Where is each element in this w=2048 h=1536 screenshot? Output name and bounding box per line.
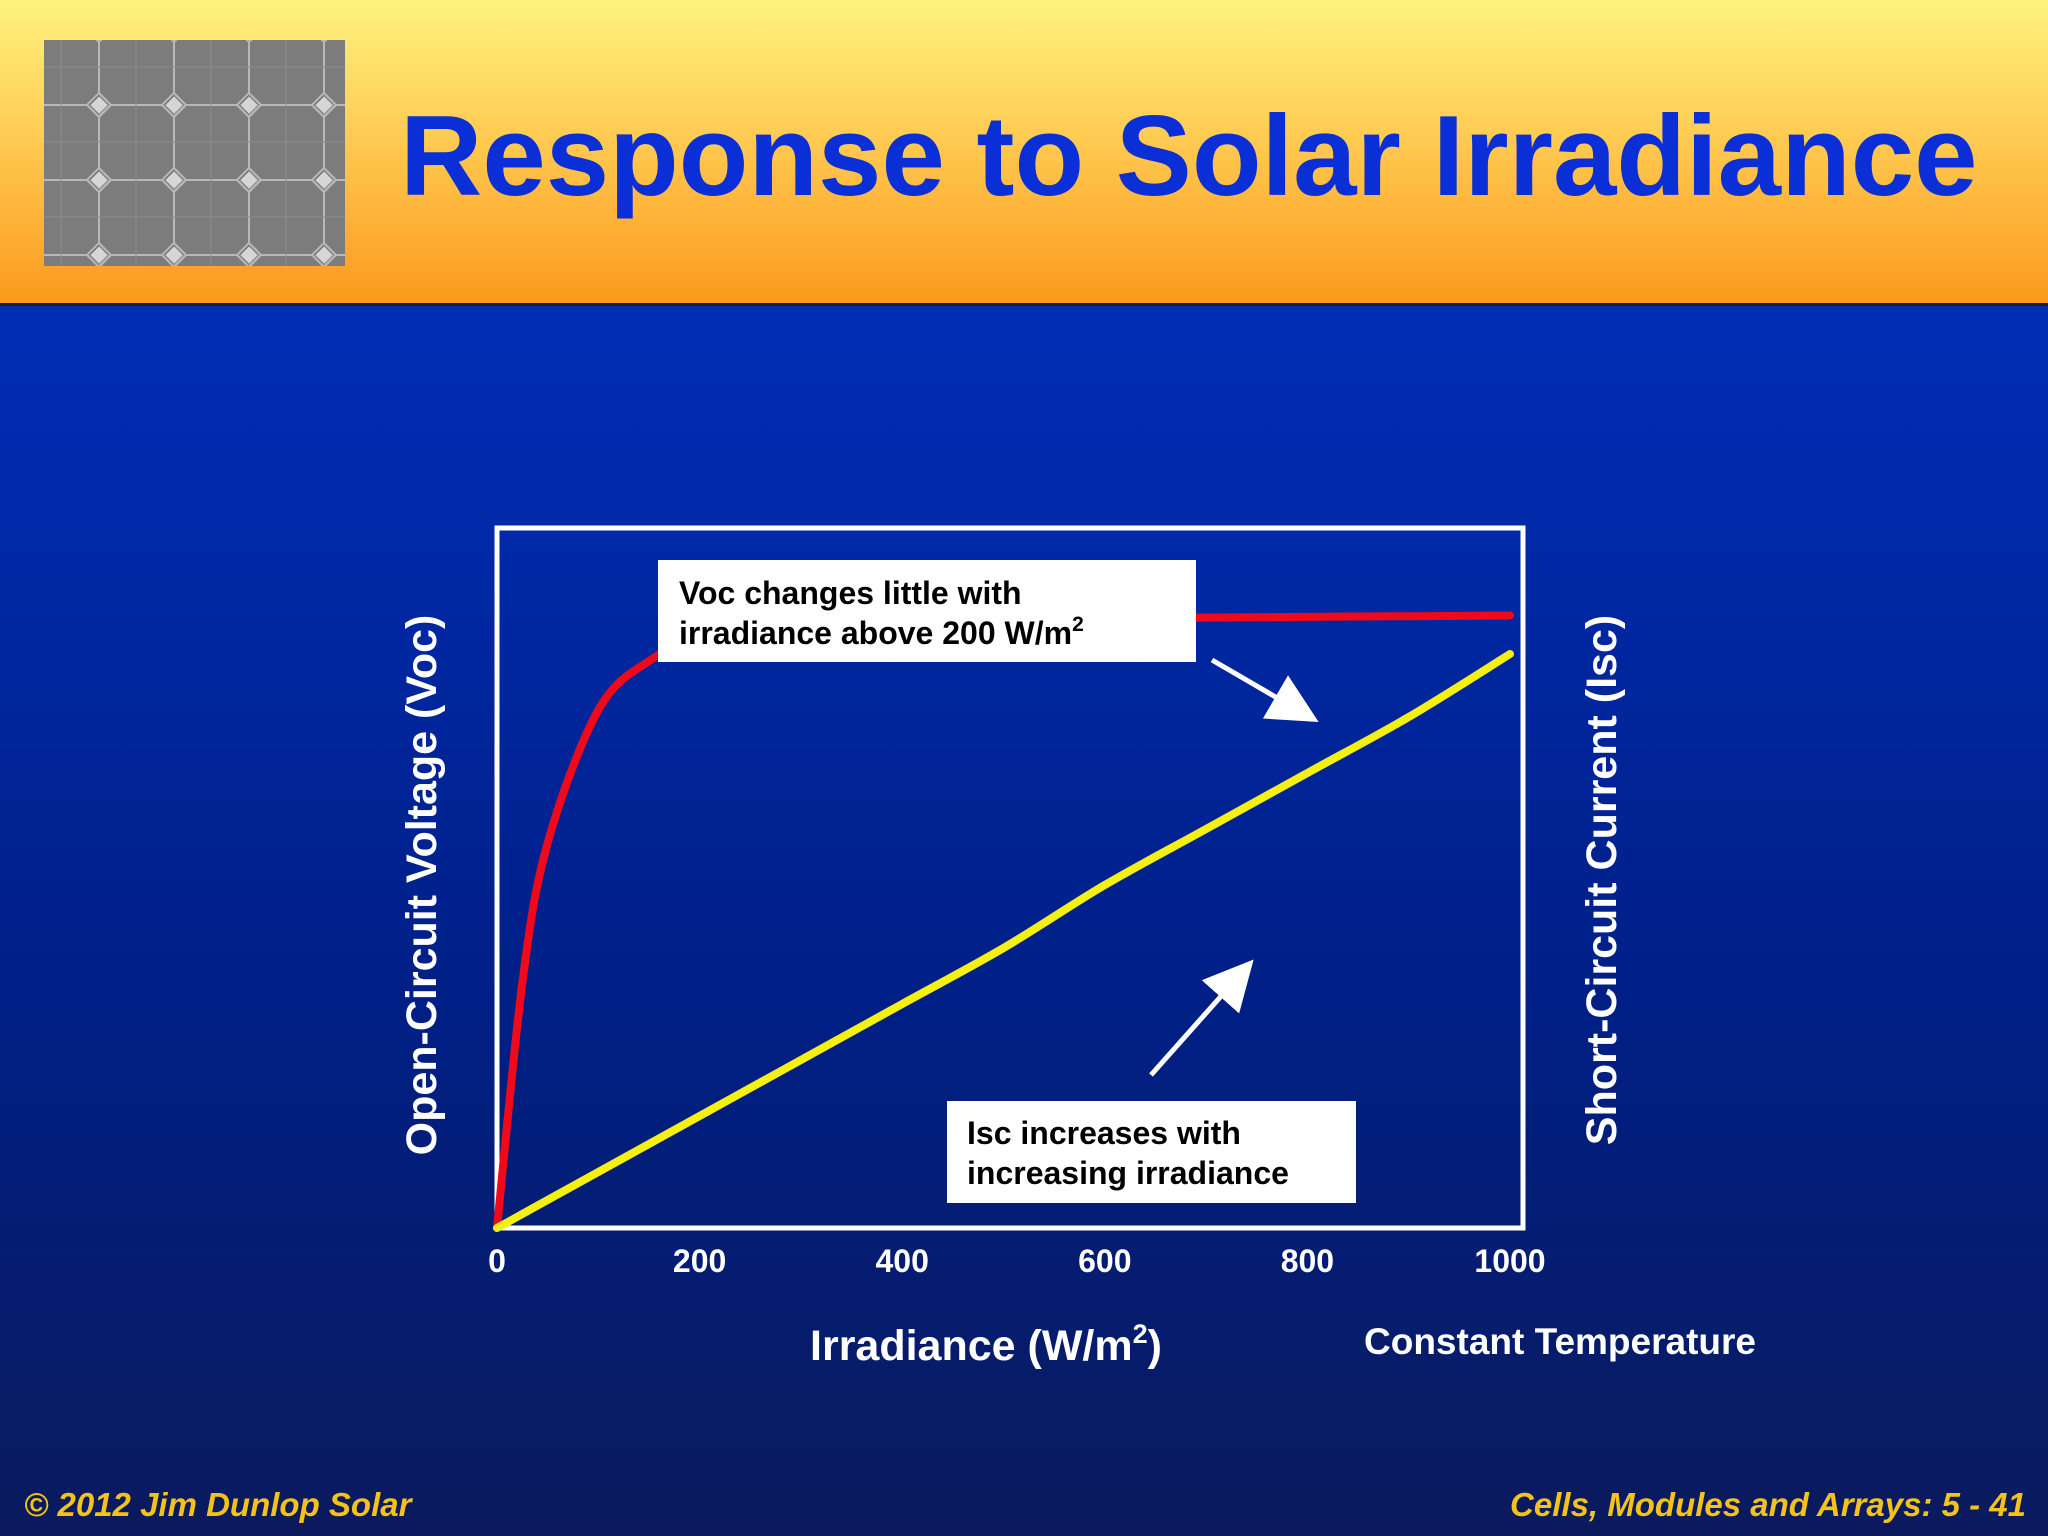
voc-arrow: [1210, 657, 1319, 723]
slide-title: Response to Solar Irradiance: [400, 93, 1978, 220]
voc-callout-box: [658, 560, 1196, 662]
slide-header: Response to Solar Irradiance: [0, 0, 2048, 306]
x-tick-label-400: 400: [876, 1243, 929, 1279]
x-axis-label: Irradiance (W/m2): [810, 1319, 1162, 1370]
isc-callout-box: [947, 1101, 1356, 1203]
x-tick-label-600: 600: [1078, 1243, 1131, 1279]
x-tick-label-1000: 1000: [1474, 1243, 1545, 1279]
y-axis-right-label: Short-Circuit Current (Isc): [1578, 615, 1626, 1145]
constant-temperature-note: Constant Temperature: [1364, 1321, 1756, 1362]
x-tick-label-0: 0: [488, 1243, 506, 1279]
isc-annotation: Isc increases with increasing irradiance: [947, 959, 1356, 1203]
x-tick-label-800: 800: [1281, 1243, 1334, 1279]
voc-callout-line-1: Voc changes little with: [679, 575, 1022, 611]
footer-copyright: © 2012 Jim Dunlop Solar: [24, 1486, 412, 1523]
solar-cell-image: [44, 40, 345, 266]
plot-frame: [494, 525, 1526, 1231]
isc-callout-line-1: Isc increases with: [967, 1115, 1241, 1151]
isc-arrow: [1149, 959, 1254, 1077]
solar-cell-thumbnail: [44, 40, 345, 266]
voc-callout-line-2: irradiance above 200 W/m2: [679, 613, 1084, 651]
isc-line: [493, 650, 1514, 1232]
voc-annotation: Voc changes little with irradiance above…: [658, 560, 1319, 723]
isc-callout-line-2: increasing irradiance: [967, 1155, 1289, 1191]
footer-slide-number: Cells, Modules and Arrays: 5 - 41: [1510, 1486, 2026, 1523]
x-tick-labels: 0 200 400 600 800 1000: [488, 1243, 1545, 1279]
x-tick-label-200: 200: [673, 1243, 726, 1279]
y-axis-left-label: Open-Circuit Voltage (Voc): [398, 615, 446, 1156]
